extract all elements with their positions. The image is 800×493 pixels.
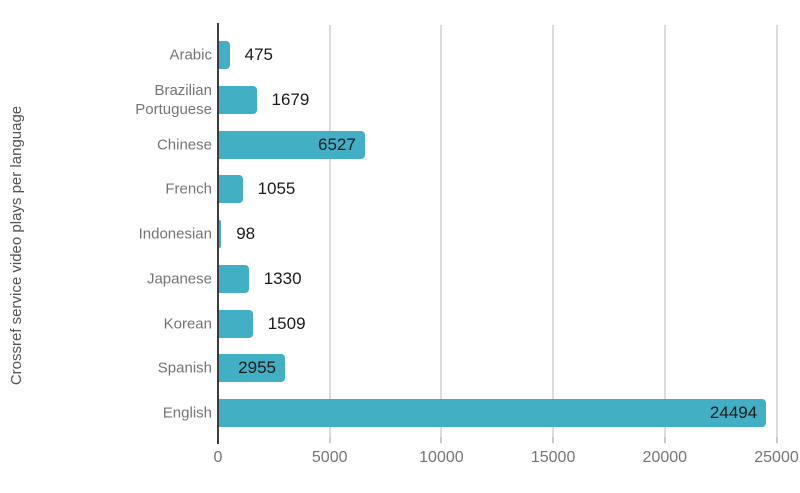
category-label: Indonesian: [138, 225, 212, 243]
category-label: Japanese: [146, 270, 212, 288]
x-tick-mark: [552, 437, 555, 443]
bar-value-label: 1679: [271, 90, 310, 110]
bar-value-label: 2955: [238, 358, 276, 378]
bar: [219, 264, 249, 293]
bar-value-label: 475: [244, 45, 273, 65]
category-label: French: [165, 180, 212, 198]
x-tick-mark: [775, 437, 778, 443]
bar: [219, 175, 243, 204]
category-label: Arabic: [169, 46, 212, 64]
x-tick-mark: [440, 437, 443, 443]
x-tick-mark: [663, 437, 666, 443]
y-axis-title-container: Crossref service video plays per languag…: [0, 39, 34, 451]
x-tick-label: 5000: [311, 449, 348, 466]
bar: [219, 86, 257, 115]
bar: [219, 41, 230, 70]
x-axis-baseline: [217, 23, 219, 444]
category-label: Korean: [163, 315, 212, 333]
category-label: Spanish: [157, 359, 212, 377]
gridline: [663, 25, 666, 437]
x-tick-label: 25000: [754, 449, 799, 466]
category-label: English: [162, 404, 212, 422]
x-tick-mark: [328, 437, 331, 443]
y-axis-title: Crossref service video plays per languag…: [8, 105, 26, 385]
gridline: [552, 25, 555, 437]
gridline: [440, 25, 443, 437]
bar: [219, 309, 253, 338]
x-tick-label: 20000: [642, 449, 688, 466]
gridline: [328, 25, 331, 437]
bar-value-label: 1330: [263, 268, 302, 288]
bar: [219, 354, 285, 383]
gridline: [775, 25, 778, 437]
bar-value-label: 24494: [709, 402, 758, 422]
x-tick-label: 15000: [530, 449, 576, 466]
category-label: Chinese: [156, 136, 212, 154]
bar-value-label: 98: [236, 224, 256, 244]
bar-value-label: 1055: [257, 179, 296, 199]
bar-value-label: 1509: [267, 313, 306, 333]
bar-value-label: 6527: [317, 134, 356, 154]
category-label: Brazilian Portuguese: [135, 82, 212, 119]
x-tick-label: 0: [213, 449, 223, 466]
x-tick-label: 10000: [419, 449, 464, 466]
bar: [219, 220, 222, 249]
bar: [219, 130, 365, 159]
bar: [219, 398, 767, 427]
